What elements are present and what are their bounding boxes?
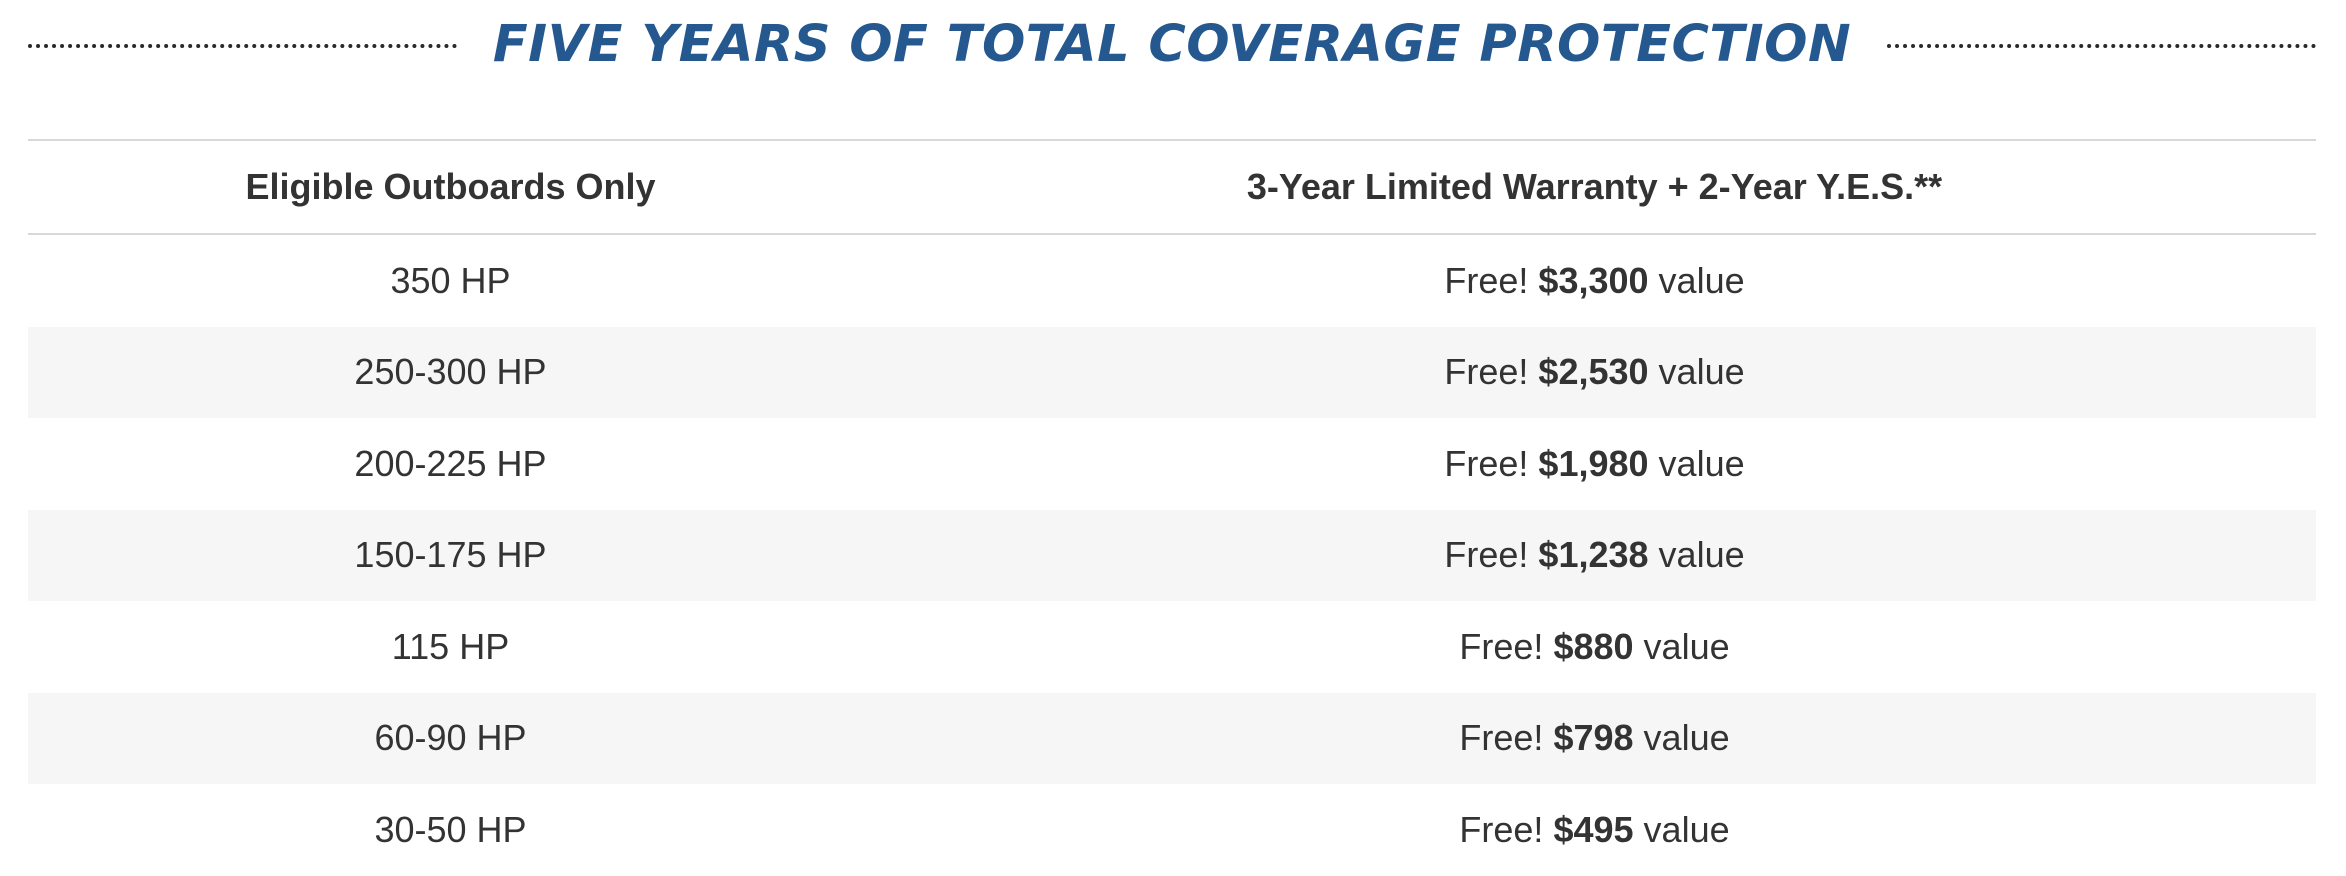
value-cell: Free! $798 value <box>873 717 2316 759</box>
value-prefix: Free! <box>1444 259 1529 301</box>
value-prefix: Free! <box>1459 625 1544 667</box>
table-header-row: Eligible Outboards Only 3-Year Limited W… <box>28 141 2316 235</box>
value-suffix: value <box>1643 808 1730 850</box>
table-row: 200-225 HP Free! $1,980 value <box>28 418 2316 510</box>
value-suffix: value <box>1658 351 1745 393</box>
column-header-warranty: 3-Year Limited Warranty + 2-Year Y.E.S.*… <box>1246 166 1943 207</box>
hp-cell: 200-225 HP <box>354 442 547 484</box>
value-cell: Free! $880 value <box>873 626 2316 668</box>
value-prefix: Free! <box>1444 534 1529 576</box>
table-row: 30-50 HP Free! $495 value <box>28 784 2316 876</box>
hp-cell: 250-300 HP <box>354 351 547 393</box>
dotted-rule-right <box>1887 44 2317 48</box>
coverage-table: Eligible Outboards Only 3-Year Limited W… <box>28 139 2316 876</box>
table-row: 60-90 HP Free! $798 value <box>28 692 2316 784</box>
value-suffix: value <box>1658 534 1745 576</box>
section-title: FIVE YEARS OF TOTAL COVERAGE PROTECTION <box>492 14 1852 74</box>
table-row: 115 HP Free! $880 value <box>28 601 2316 693</box>
value-cell: Free! $495 value <box>873 809 2316 851</box>
value-price: $2,530 <box>1538 351 1649 393</box>
value-cell: Free! $1,980 value <box>873 443 2316 485</box>
table-row: 150-175 HP Free! $1,238 value <box>28 509 2316 601</box>
value-prefix: Free! <box>1444 351 1529 393</box>
dotted-rule-left <box>28 44 457 48</box>
hp-cell: 60-90 HP <box>374 717 527 759</box>
value-suffix: value <box>1658 442 1745 484</box>
value-cell: Free! $3,300 value <box>873 260 2316 302</box>
value-suffix: value <box>1643 717 1730 759</box>
value-prefix: Free! <box>1459 808 1544 850</box>
value-price: $495 <box>1553 808 1634 850</box>
value-price: $798 <box>1553 717 1634 759</box>
value-suffix: value <box>1658 259 1745 301</box>
table-row: 350 HP Free! $3,300 value <box>28 235 2316 327</box>
table-row: 250-300 HP Free! $2,530 value <box>28 326 2316 418</box>
column-header-outboards: Eligible Outboards Only <box>245 166 656 207</box>
value-price: $1,238 <box>1538 534 1649 576</box>
value-prefix: Free! <box>1444 442 1529 484</box>
value-price: $1,980 <box>1538 442 1649 484</box>
value-suffix: value <box>1643 625 1730 667</box>
value-prefix: Free! <box>1459 717 1544 759</box>
value-cell: Free! $2,530 value <box>873 351 2316 393</box>
section-heading: FIVE YEARS OF TOTAL COVERAGE PROTECTION <box>28 0 2317 88</box>
value-cell: Free! $1,238 value <box>873 534 2316 576</box>
value-price: $3,300 <box>1538 259 1649 301</box>
value-price: $880 <box>1553 625 1634 667</box>
hp-cell: 30-50 HP <box>374 808 527 850</box>
hp-cell: 350 HP <box>390 259 511 301</box>
hp-cell: 115 HP <box>391 625 510 667</box>
hp-cell: 150-175 HP <box>354 534 547 576</box>
